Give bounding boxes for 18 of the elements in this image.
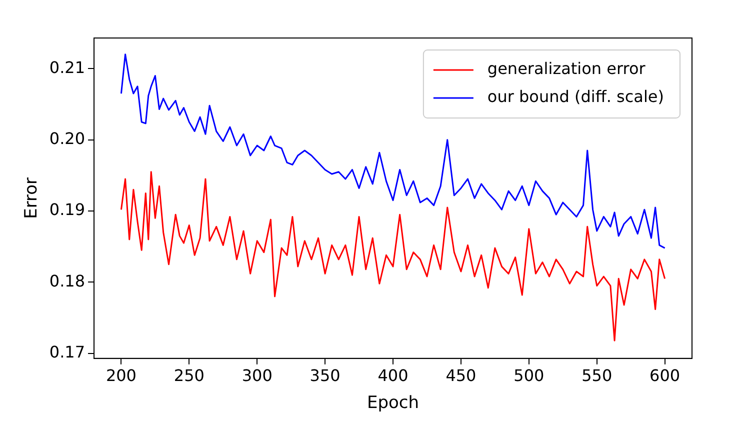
- x-tick-label: 200: [106, 366, 136, 386]
- x-axis-title: Epoch: [366, 393, 420, 414]
- legend-label: generalization error: [487, 59, 646, 78]
- x-tick-label: 250: [174, 366, 204, 386]
- y-axis-title: Error: [22, 177, 42, 219]
- y-tick-label: 0.17: [49, 342, 86, 362]
- x-tick-label: 300: [242, 366, 272, 386]
- x-tick-label: 600: [650, 366, 680, 386]
- y-tick-label: 0.19: [49, 200, 86, 220]
- x-tick-label: 400: [378, 366, 408, 386]
- x-tick-label: 450: [446, 366, 476, 386]
- y-tick-label: 0.20: [49, 128, 86, 148]
- x-tick-label: 500: [514, 366, 544, 386]
- y-tick-label: 0.21: [49, 58, 86, 77]
- y-tick-label: 0.18: [49, 271, 86, 290]
- legend-label: our bound (diff. scale): [487, 87, 664, 106]
- x-tick-label: 550: [582, 366, 612, 386]
- x-tick-label: 350: [310, 366, 340, 386]
